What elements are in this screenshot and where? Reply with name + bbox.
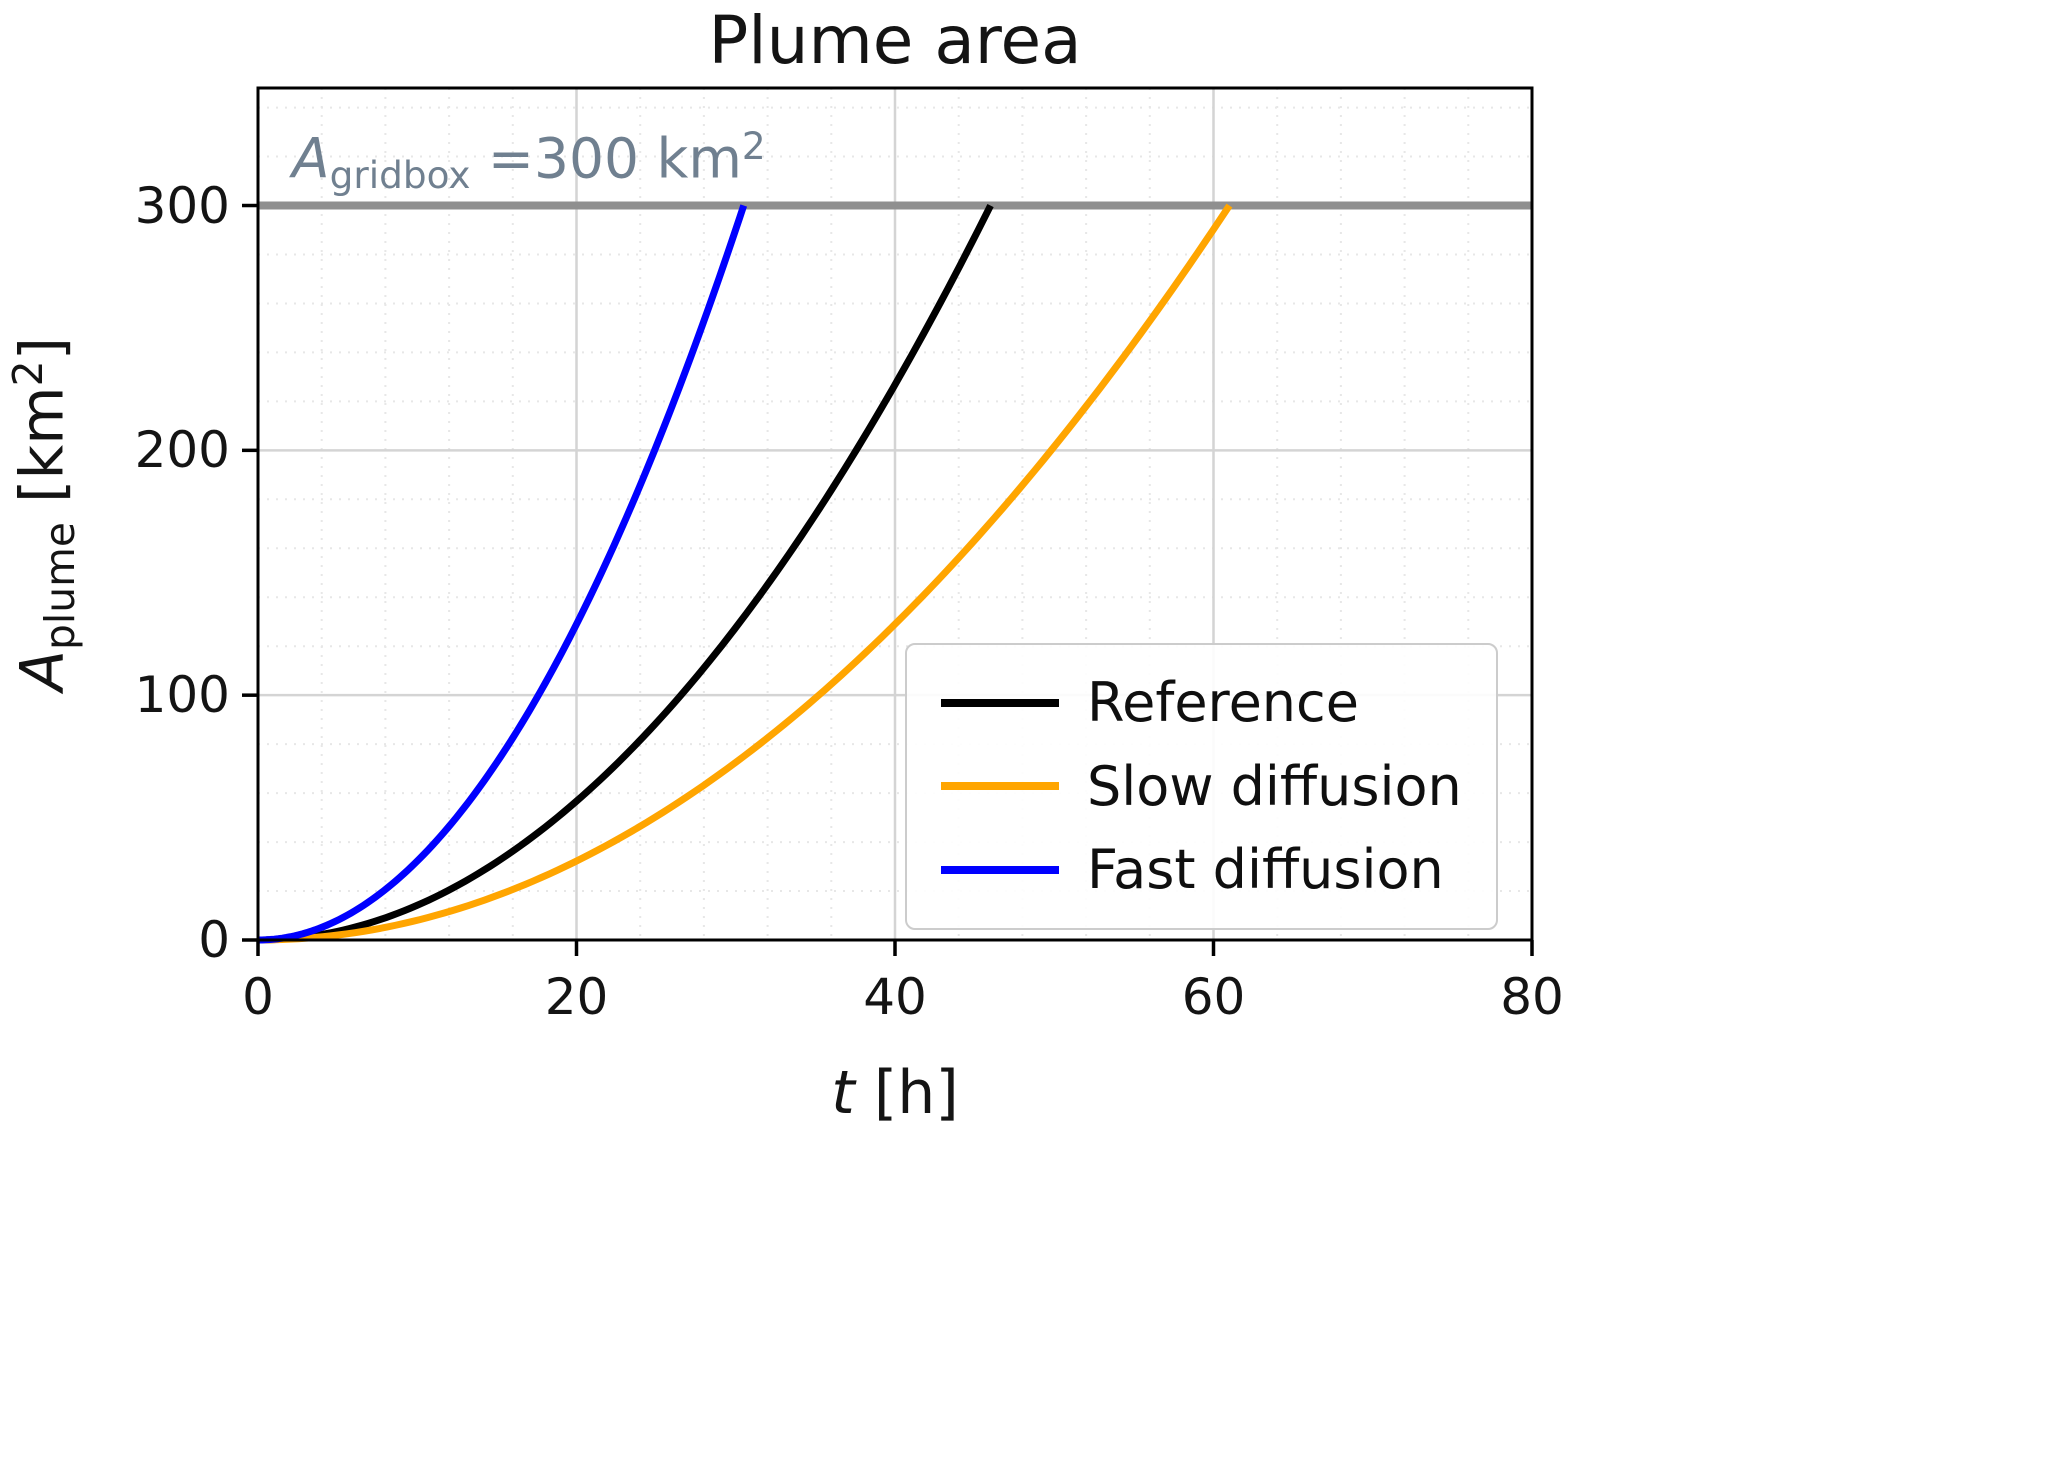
annotation-variable: A (292, 126, 330, 191)
annotation-superscript: 2 (741, 124, 766, 168)
x-axis-variable: t (831, 1058, 855, 1128)
x-tick-label: 20 (544, 968, 609, 1026)
y-axis-variable: A (7, 649, 78, 692)
y-axis-unit-close: ] (7, 336, 78, 361)
legend-entry-fast-diffusion: Fast diffusion (941, 836, 1462, 904)
legend-label: Fast diffusion (1087, 838, 1444, 901)
x-tick-label: 40 (863, 968, 927, 1026)
legend-label: Reference (1087, 671, 1359, 734)
y-tick-label: 200 (134, 421, 230, 480)
legend-line-sample (941, 698, 1059, 707)
x-tick-label: 0 (242, 968, 274, 1026)
legend-line-sample (941, 782, 1059, 791)
x-tick-label: 80 (1500, 968, 1564, 1026)
x-axis-unit: [h] (854, 1058, 959, 1128)
y-tick-label: 0 (198, 911, 230, 969)
annotation-subscript: gridbox (329, 153, 471, 198)
y-axis-subscript: plume (35, 522, 84, 650)
legend-entry-slow-diffusion: Slow diffusion (941, 753, 1462, 821)
y-tick-label: 100 (134, 666, 230, 725)
x-axis-label: t [h] (831, 1058, 958, 1128)
y-axis-unit: [km (7, 386, 78, 523)
y-axis-label: Aplume [km2] (4, 337, 84, 691)
legend-label: Slow diffusion (1087, 754, 1462, 818)
curve-slow-diffusion (257, 203, 1233, 944)
curve-fast-diffusion (257, 204, 748, 944)
legend-entry-reference: Reference (941, 669, 1462, 737)
chart-title: Plume area (708, 2, 1082, 79)
curve-reference (257, 203, 994, 944)
y-axis-superscript: 2 (4, 360, 53, 387)
x-tick-label: 60 (1181, 968, 1246, 1026)
gridbox-annotation: Agridbox =300 km2 (292, 124, 766, 197)
annotation-value: =300 km (470, 126, 742, 191)
legend: Reference Slow diffusion Fast diffusion (905, 643, 1498, 930)
y-tick-label: 300 (134, 176, 230, 235)
legend-line-sample (941, 865, 1059, 874)
